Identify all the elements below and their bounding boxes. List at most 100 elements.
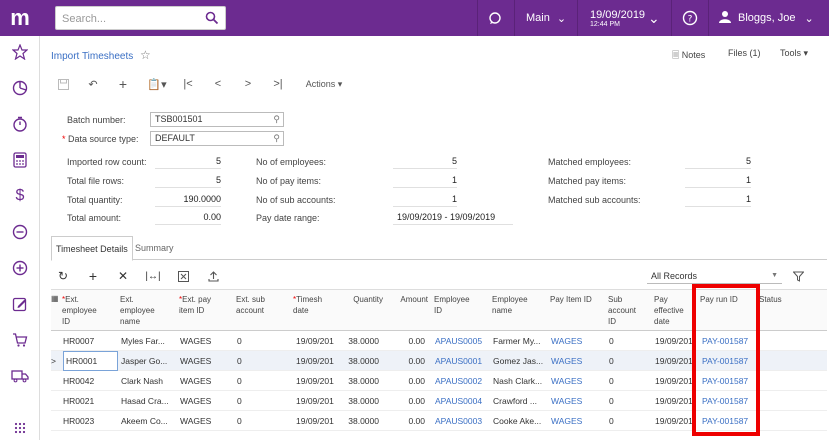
col-pay-run-id[interactable]: Pay run ID [700, 295, 738, 304]
row-selector-icon[interactable]: ▦ [51, 294, 59, 303]
col-ext-employee-name[interactable]: Ext. employee name [120, 294, 155, 327]
previous-record-icon[interactable]: < [214, 78, 222, 90]
cell-pay-item-id[interactable]: WAGES [551, 396, 583, 406]
header-line: ID [434, 306, 442, 315]
cell-ext-employee-id[interactable]: HR0021 [63, 396, 95, 406]
add-icon[interactable]: + [118, 76, 128, 92]
col-ext-employee-id[interactable]: *Ext. employee ID [62, 295, 97, 326]
cell-pay-run-id[interactable]: PAY-001587 [702, 356, 749, 366]
no-sub-accounts-value: 1 [393, 193, 457, 207]
edit-icon[interactable] [10, 294, 30, 314]
help-icon[interactable]: ? [682, 0, 698, 36]
tab-summary[interactable]: Summary [135, 243, 174, 253]
minus-circle-icon[interactable] [10, 222, 30, 242]
plus-circle-icon[interactable] [10, 258, 30, 278]
cell-employee-id[interactable]: APAUS0002 [435, 376, 483, 386]
lookup-search-icon[interactable]: ⚲ [273, 133, 280, 143]
next-record-icon[interactable]: > [244, 78, 252, 90]
col-ext-sub-account[interactable]: Ext. sub account [236, 294, 265, 316]
col-pay-effective-date[interactable]: Pay effective date [654, 294, 684, 327]
cell-employee-id[interactable]: APAUS0004 [435, 396, 483, 406]
col-sub-account-id[interactable]: Sub account ID [608, 294, 636, 327]
col-pay-item-id[interactable]: Pay Item ID [550, 295, 592, 304]
files-button[interactable]: Files (1) [728, 48, 761, 58]
col-amount[interactable]: Amount [400, 295, 428, 304]
export-excel-icon[interactable] [176, 268, 190, 284]
timer-icon[interactable] [10, 114, 30, 134]
branch-selector[interactable]: Main ⌄ [526, 0, 566, 36]
cell-pay-item-id[interactable]: WAGES [551, 416, 583, 426]
favorite-star-icon[interactable]: ☆ [140, 48, 151, 62]
data-source-type-field[interactable]: DEFAULT ⚲ [150, 131, 284, 146]
last-record-icon[interactable]: >| [273, 78, 283, 90]
user-menu[interactable]: Bloggs, Joe ⌄ [718, 0, 814, 36]
cell-employee-id[interactable]: APAUS0001 [435, 356, 483, 366]
more-apps-grid-icon[interactable] [10, 418, 30, 438]
search-icon[interactable] [205, 11, 219, 27]
cell-sub-account-id: 0 [609, 376, 614, 386]
header-line: Ext. sub [236, 295, 265, 304]
table-row[interactable]: HR0042 Clark Nash WAGES 0 19/09/201 38.0000 0.… [51, 371, 827, 391]
fit-columns-icon[interactable]: |↔| [145, 270, 161, 282]
records-filter-select[interactable]: All Records ▼ [647, 268, 782, 284]
no-pay-items-value: 1 [393, 174, 457, 188]
cell-pay-run-id[interactable]: PAY-001587 [702, 376, 749, 386]
batch-number-field[interactable]: TSB001501 ⚲ [150, 112, 284, 127]
save-icon[interactable] [56, 77, 70, 91]
data-source-type-value: DEFAULT [155, 133, 195, 143]
cell-ext-employee-id[interactable]: HR0023 [63, 416, 95, 426]
table-row[interactable]: HR0007 Myles Far... WAGES 0 19/09/201 38.0000… [51, 331, 827, 351]
cell-pay-item-id[interactable]: WAGES [551, 336, 583, 346]
chat-icon[interactable] [488, 0, 502, 36]
col-employee-name[interactable]: Employee name [492, 294, 528, 316]
cell-pay-run-id[interactable]: PAY-001587 [702, 396, 749, 406]
notes-button[interactable]: 🗏 Notes [672, 48, 705, 64]
header-line: account [608, 306, 637, 315]
col-quantity[interactable]: Quantity [353, 295, 383, 304]
col-timesheet-date[interactable]: *Timesh date [293, 295, 323, 315]
upload-icon[interactable] [206, 268, 220, 284]
refresh-icon[interactable]: ↻ [57, 269, 69, 283]
cell-employee-id[interactable]: APAUS0005 [435, 336, 483, 346]
cell-ext-pay-item-id: WAGES [180, 336, 212, 346]
cell-ext-employee-id[interactable]: HR0007 [63, 336, 95, 346]
cell-employee-id[interactable]: APAUS0003 [435, 416, 483, 426]
cell-ext-employee-id[interactable]: HR0042 [63, 376, 95, 386]
tools-button[interactable]: Tools ▾ [780, 48, 808, 59]
tab-timesheet-details[interactable]: Timesheet Details [51, 236, 133, 261]
cart-icon[interactable] [10, 330, 30, 350]
table-row[interactable]: HR0021 Hasad Cra... WAGES 0 19/09/201 38.0000… [51, 391, 827, 411]
col-ext-pay-item-id[interactable]: *Ext. pay item ID [179, 295, 212, 315]
dashboard-pie-icon[interactable] [10, 78, 30, 98]
date-chevron-down-icon[interactable]: ⌄ [648, 9, 660, 26]
calculator-icon[interactable] [10, 150, 30, 170]
cell-pay-item-id[interactable]: WAGES [551, 376, 583, 386]
filter-funnel-icon[interactable] [791, 268, 805, 284]
truck-icon[interactable] [10, 366, 30, 386]
cell-quantity: 38.0000 [348, 336, 379, 346]
cell-pay-run-id[interactable]: PAY-001587 [702, 336, 749, 346]
matched-employees-value: 5 [685, 155, 751, 169]
copy-paste-icon[interactable]: 📋▾ [147, 78, 167, 91]
delete-row-icon[interactable]: ✕ [117, 269, 129, 283]
undo-icon[interactable]: ↶ [88, 78, 98, 91]
first-record-icon[interactable]: |< [183, 78, 193, 90]
col-status[interactable]: Status [759, 295, 782, 304]
lookup-search-icon[interactable]: ⚲ [273, 114, 280, 124]
app-logo[interactable]: m [10, 5, 30, 30]
col-employee-id[interactable]: Employee ID [434, 294, 470, 316]
cell-pay-item-id[interactable]: WAGES [551, 356, 583, 366]
search-input[interactable]: Search... [55, 6, 226, 30]
favorites-star-icon[interactable] [10, 42, 30, 62]
sidebar: $ [0, 36, 40, 440]
actions-menu[interactable]: Actions ▾ [302, 77, 346, 91]
add-row-icon[interactable]: + [88, 268, 98, 284]
cell-pay-run-id[interactable]: PAY-001587 [702, 416, 749, 426]
table-row[interactable]: HR0023 Akeem Co... WAGES 0 19/09/201 38.0000 0… [51, 411, 827, 431]
table-row[interactable]: > HR0001 Jasper Go... WAGES 0 19/09/201 38.000… [51, 351, 827, 371]
dollar-icon[interactable]: $ [15, 187, 25, 204]
cell-ext-employee-id[interactable]: HR0001 [63, 351, 118, 371]
svg-text:?: ? [688, 15, 693, 25]
date-selector[interactable]: 19/09/2019 12:44 PM [590, 0, 645, 36]
records-filter-value: All Records [651, 271, 698, 281]
